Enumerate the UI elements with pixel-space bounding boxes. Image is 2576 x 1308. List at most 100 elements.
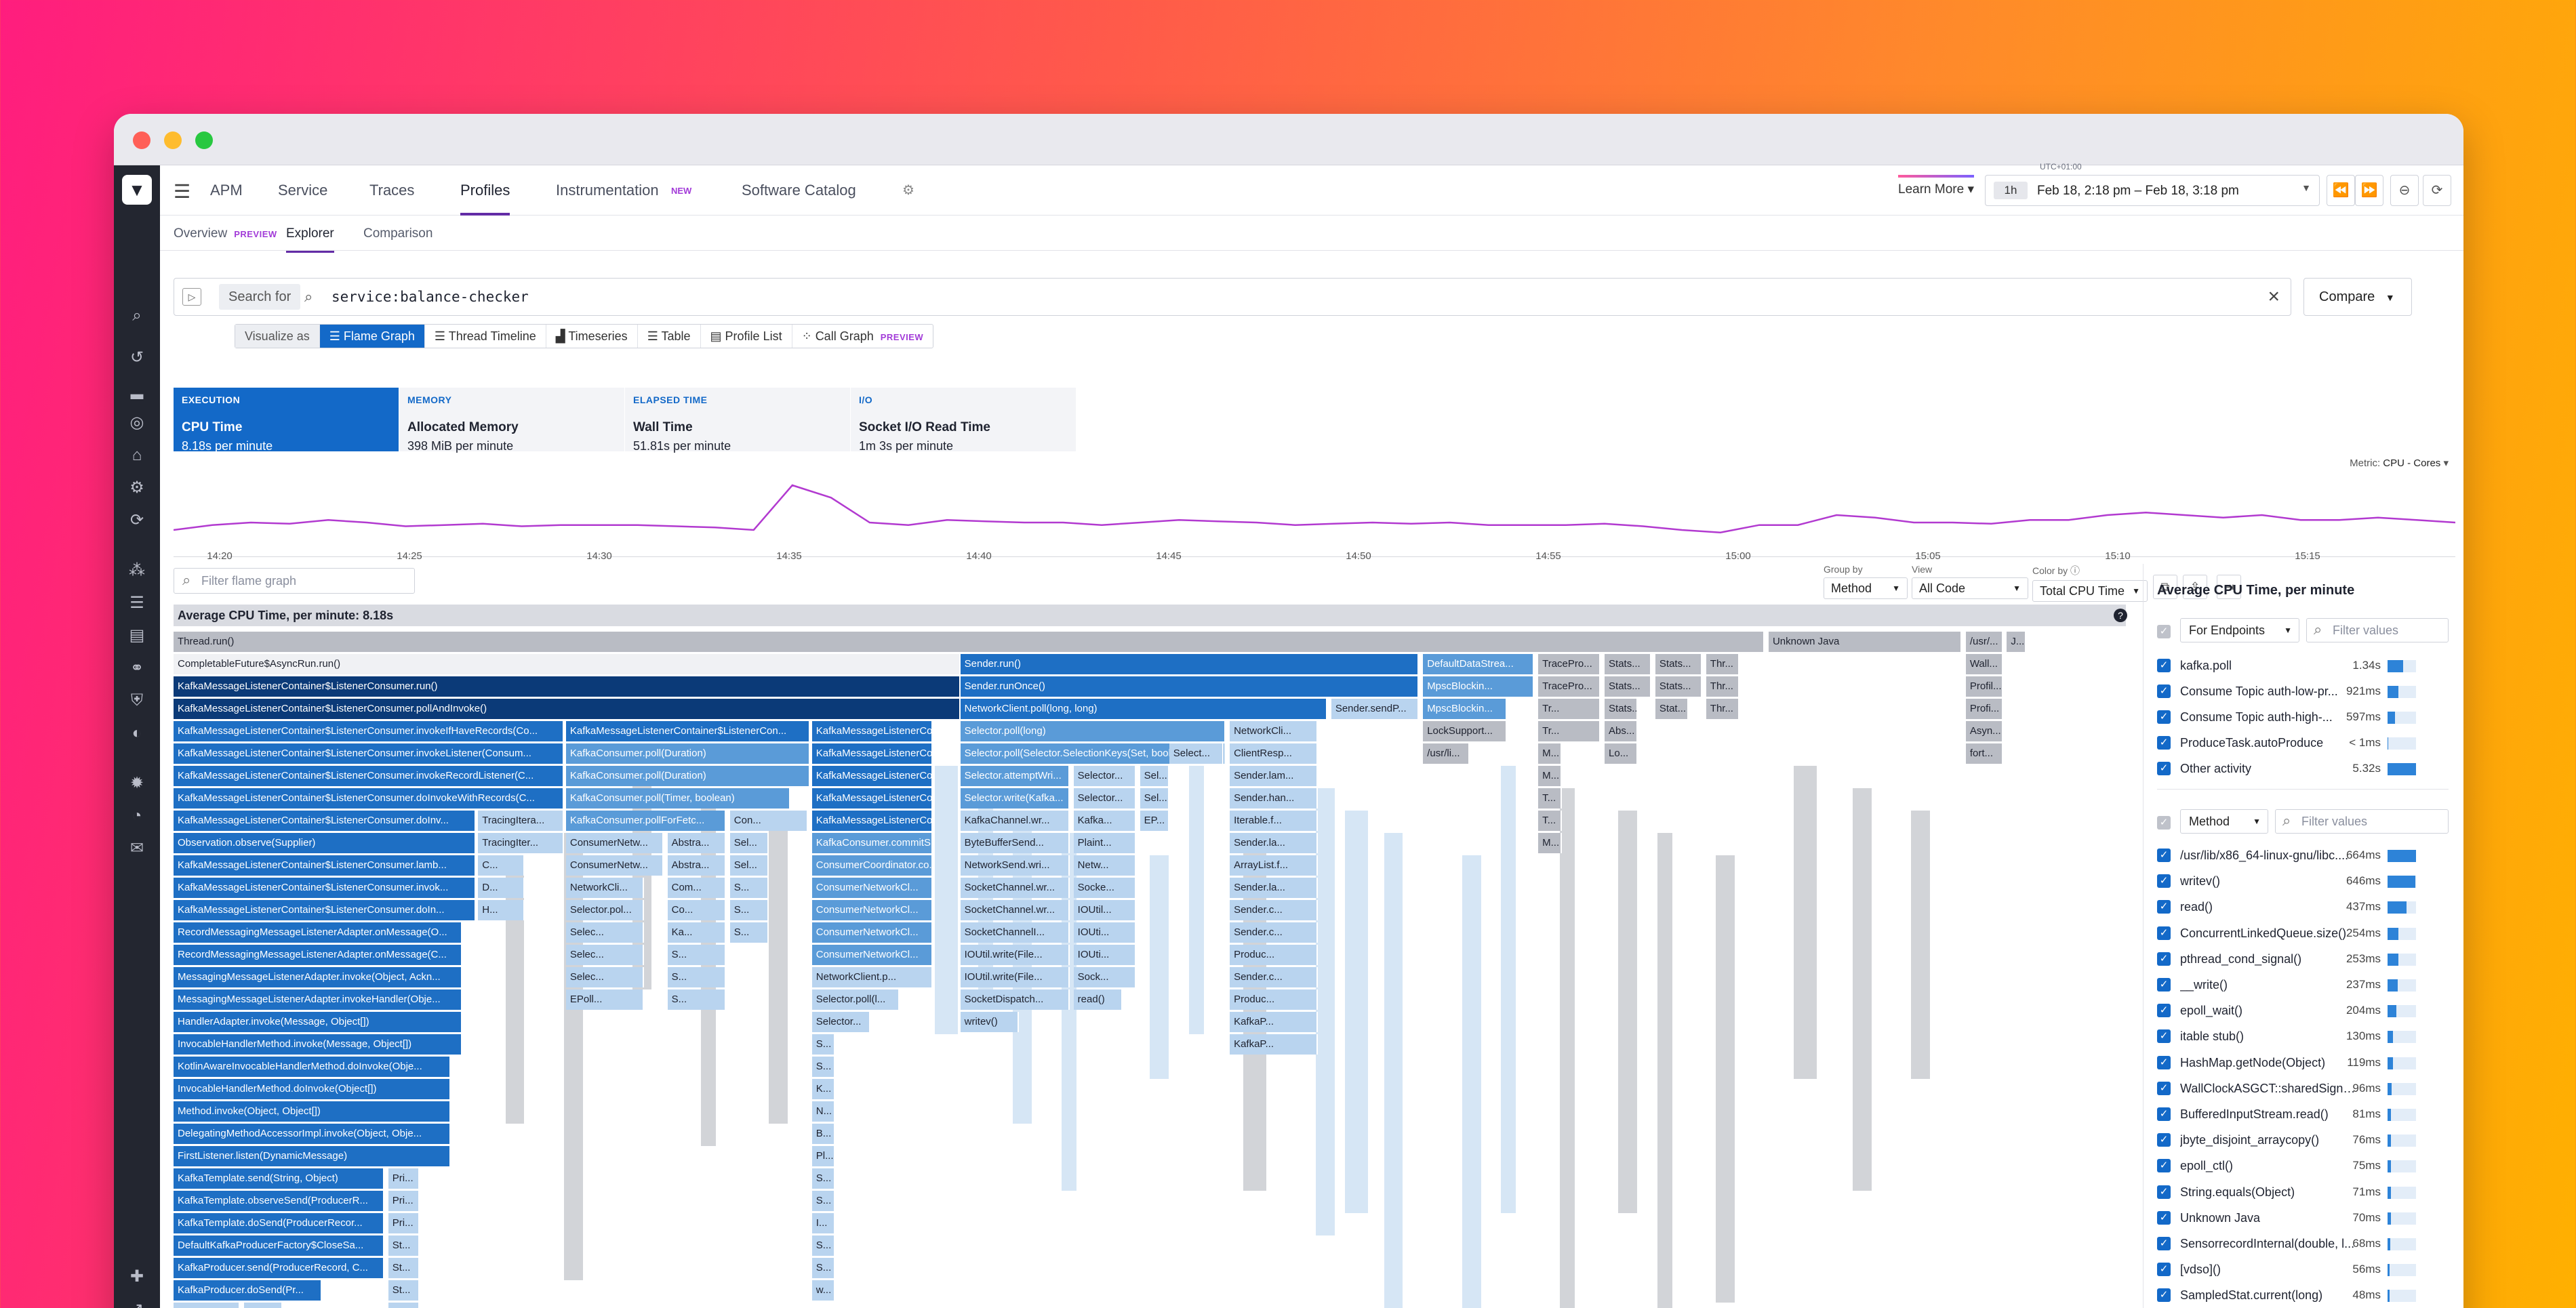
flame-frame[interactable]: LockSupport... (1423, 721, 1508, 741)
endpoint-filter-input[interactable]: Filter values (2306, 618, 2449, 642)
flame-frame[interactable]: H... (478, 900, 525, 920)
endpoint-select[interactable]: For Endpoints ▼ (2180, 618, 2299, 642)
select-all-methods-checkbox[interactable]: ✓ (2157, 816, 2171, 830)
flame-frame[interactable]: /usr/li... (1423, 743, 1470, 764)
flame-frame[interactable]: IOUtil.write(File... (960, 967, 1070, 987)
flame-frame[interactable]: MpscBlockin... (1423, 676, 1535, 697)
method-filter-input[interactable]: Filter values (2275, 809, 2449, 834)
item-checkbox[interactable]: ✓ (2157, 1210, 2171, 1225)
list-item[interactable]: ✓ ConcurrentLinkedQueue.size() 254ms (2157, 922, 2449, 945)
list-item[interactable]: ✓ kafka.poll 1.34s (2157, 655, 2449, 678)
item-checkbox[interactable]: ✓ (2157, 1185, 2171, 1199)
watchdog-icon[interactable]: ◎ (129, 413, 144, 432)
flame-frame[interactable]: EP... (1140, 811, 1169, 831)
flame-frame[interactable]: TracingItera... (478, 811, 564, 831)
flame-frame[interactable]: SocketChannel.wr... (960, 878, 1070, 898)
search-input[interactable]: service:balance-checker (331, 289, 529, 305)
flame-frame[interactable]: S... (811, 1057, 836, 1077)
flame-frame[interactable]: Selector.poll(l... (811, 989, 900, 1010)
flame-frame[interactable]: IOUtil... (1073, 900, 1136, 920)
flame-frame[interactable]: Stats... (1655, 676, 1703, 697)
flame-frame[interactable]: KafkaMessageListenerContainer$ListenerCo… (174, 676, 961, 697)
flame-frame[interactable]: InvocableHandlerMethod.invoke(Message, O… (174, 1034, 463, 1055)
list-item[interactable]: ✓ epoll_ctl() 75ms (2157, 1155, 2449, 1178)
flame-frame[interactable]: Pl... (811, 1146, 836, 1166)
vis-timeseries[interactable]: ▟ Timeseries (545, 325, 637, 348)
vis-profile-list[interactable]: ▤ Profile List (700, 325, 792, 348)
flame-frame[interactable]: Produc... (1230, 945, 1318, 965)
menu-icon[interactable]: ☰ (174, 181, 191, 202)
list-item[interactable]: ✓ pthread_cond_signal() 253ms (2157, 948, 2449, 971)
compare-button[interactable]: Compare ▼ (2303, 278, 2412, 316)
service-mgmt-icon[interactable]: ⟳ (129, 511, 144, 529)
list-item[interactable]: ✓ jbyte_disjoint_arraycopy() 76ms (2157, 1129, 2449, 1152)
tab-comparison[interactable]: Comparison (363, 226, 433, 241)
flame-frame[interactable]: NetworkClient.poll(long, long) (960, 699, 1328, 719)
list-item[interactable]: ✓ writev() 646ms (2157, 870, 2449, 893)
flame-frame[interactable]: Sel... (1140, 788, 1169, 809)
flame-frame[interactable]: IOUti... (1073, 922, 1136, 943)
flame-frame[interactable]: NetworkClient.p... (811, 967, 933, 987)
flame-frame[interactable]: Produc... (1230, 989, 1318, 1010)
flame-frame[interactable]: Netw... (1073, 855, 1136, 876)
list-item[interactable]: ✓ BufferedInputStream.read() 81ms (2157, 1103, 2449, 1126)
flame-frame[interactable]: Selec... (565, 945, 645, 965)
item-checkbox[interactable]: ✓ (2157, 1237, 2171, 1250)
flame-frame[interactable]: ByteBufferSend... (960, 833, 1070, 853)
list-item[interactable]: ✓ HashMap.getNode(Object) 119ms (2157, 1052, 2449, 1075)
flame-frame[interactable]: S... (811, 1258, 836, 1278)
flame-frame[interactable]: CompletableFuture$AsyncRun.run() (174, 654, 961, 674)
flame-frame[interactable]: Abs... (1605, 721, 1638, 741)
flame-frame[interactable]: M... (1538, 743, 1562, 764)
collapse-panel-icon[interactable]: ⇥ (2217, 575, 2241, 599)
method-select[interactable]: Method ▼ (2180, 809, 2268, 834)
flame-frame[interactable]: KafkaMessageListenerContainer$ListenerCo… (174, 900, 477, 920)
flame-frame[interactable]: NetworkSend.wri... (960, 855, 1070, 876)
vis-table[interactable]: ☰ Table (637, 325, 700, 348)
flame-frame[interactable]: Selector.pol... (565, 900, 645, 920)
item-checkbox[interactable]: ✓ (2157, 1029, 2171, 1044)
item-checkbox[interactable]: ✓ (2157, 1081, 2171, 1095)
flame-frame[interactable]: ConsumerNetworkCl... (811, 945, 933, 965)
help-icon[interactable]: ? (2114, 609, 2127, 622)
flame-frame[interactable]: KafkaMessageListenerContainer$ListenerCo… (174, 721, 564, 741)
metric-selector[interactable]: Metric: CPU - Cores ▾ (2350, 457, 2449, 469)
copy-icon[interactable]: ⧉ (2153, 575, 2177, 599)
item-checkbox[interactable]: ✓ (2157, 1055, 2171, 1069)
flame-frame[interactable]: KafkaMessageListenerContainer$ListenerCo… (174, 743, 564, 764)
flame-frame[interactable]: Pri... (388, 1168, 420, 1189)
flame-frame[interactable]: Thr... (1706, 676, 1739, 697)
flame-frame[interactable]: TracePro... (1538, 654, 1601, 674)
list-item[interactable]: ✓ epoll_wait() 204ms (2157, 1000, 2449, 1023)
flame-frame[interactable]: DelegatingMethodAccessorImpl.invoke(Obje… (174, 1124, 451, 1144)
list-item[interactable]: ✓ itable stub() 130ms (2157, 1025, 2449, 1048)
flame-frame[interactable]: KafkaMessageListenerContainer$ListenerCo… (174, 788, 564, 809)
settings-icon[interactable]: ✹ (129, 774, 144, 792)
nav-traces[interactable]: Traces (369, 182, 415, 199)
flame-frame[interactable]: S... (667, 967, 727, 987)
flame-frame[interactable]: M... (1538, 833, 1562, 853)
flame-frame[interactable]: S... (811, 1191, 836, 1211)
flame-frame[interactable]: KafkaMessageListenerContainer$ListenerCo… (174, 878, 477, 898)
flame-frame[interactable]: Wall... (1965, 654, 2003, 674)
list-item[interactable]: ✓ SampledStat.current(long) 48ms (2157, 1284, 2449, 1307)
tab-explorer[interactable]: Explorer (286, 226, 334, 253)
flame-frame[interactable]: KafkaTemplate.observeSend(ProducerR... (174, 1191, 385, 1211)
flame-frame[interactable]: NetworkCli... (565, 878, 645, 898)
dashboards-icon[interactable]: ▂ (130, 381, 144, 399)
flame-frame[interactable]: MessagingMessageListenerAdapter.invokeHa… (174, 989, 463, 1010)
flame-frame[interactable]: S... (811, 1235, 836, 1256)
flame-frame[interactable]: KafkaTemplate.send(String, Object) (174, 1168, 385, 1189)
item-checkbox[interactable]: ✓ (2157, 684, 2171, 698)
learn-more-button[interactable]: Learn More ▾ (1898, 175, 1974, 197)
flame-frame[interactable]: KafkaMessageListenerCo... (811, 743, 933, 764)
flame-frame[interactable]: Con... (729, 811, 808, 831)
flame-frame[interactable]: N... (811, 1101, 836, 1122)
time-range-picker[interactable]: UTC+01:00 1h Feb 18, 2:18 pm – Feb 18, 3… (1985, 162, 2320, 206)
flame-frame[interactable]: Selec... (565, 922, 645, 943)
flame-frame[interactable]: DefaultDataStrea... (1423, 654, 1535, 674)
flame-frame[interactable]: St... (388, 1280, 420, 1301)
close-window-button[interactable] (133, 131, 150, 149)
flame-frame[interactable]: KafkaChannel.wr... (960, 811, 1070, 831)
metric-card-wall[interactable]: ELAPSED TIME Wall Time 51.81s per minute (625, 388, 851, 453)
